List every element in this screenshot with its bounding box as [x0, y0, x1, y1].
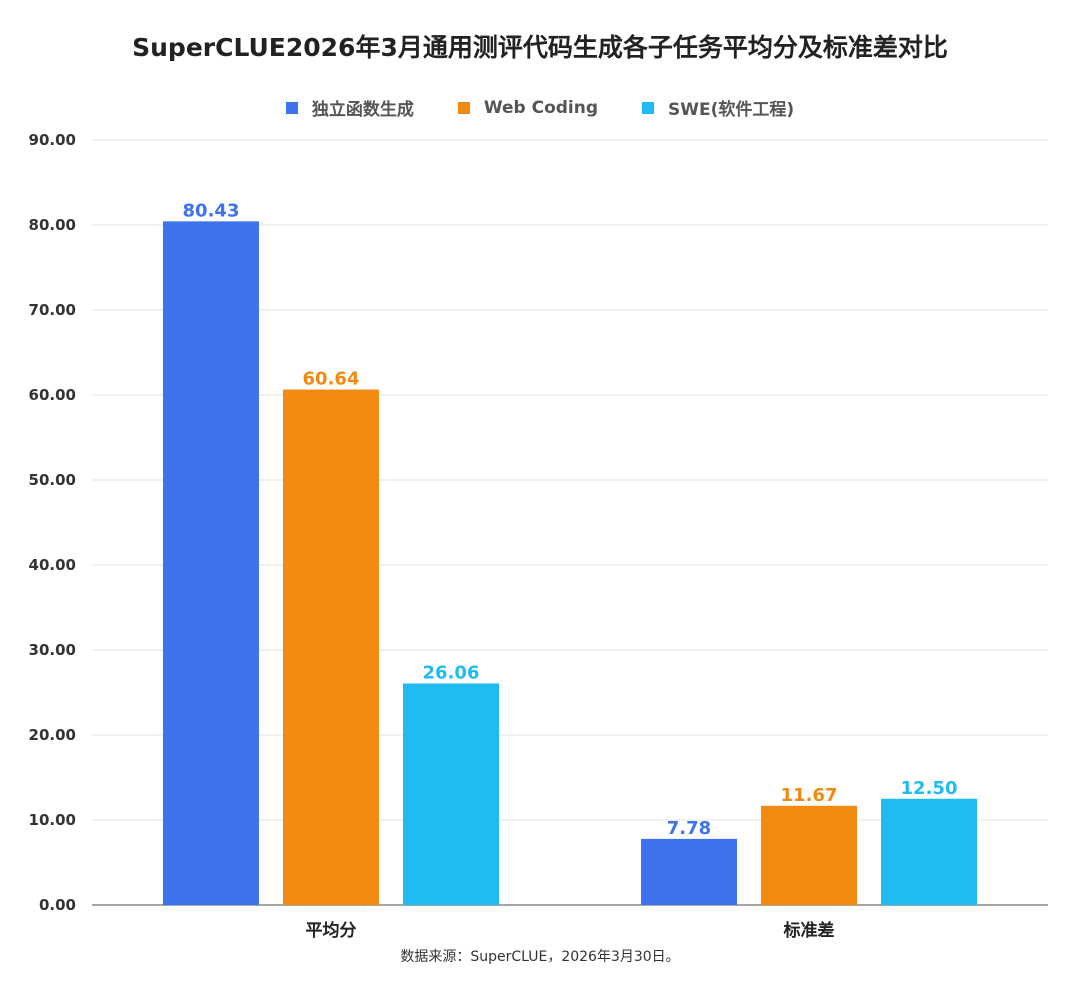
bar [761, 805, 857, 905]
y-tick-label: 60.00 [29, 386, 76, 404]
bar [283, 389, 379, 905]
legend-item-web-coding[interactable]: Web Coding [457, 95, 599, 120]
legend-swatch [642, 101, 655, 114]
legend-label: 独立函数生成 [311, 100, 414, 120]
y-tick-label: 30.00 [29, 641, 76, 659]
legend-swatch [285, 101, 298, 114]
data-label: 7.78 [667, 818, 711, 839]
source-note: 数据来源：SuperCLUE，2026年3月30日。 [400, 949, 680, 965]
legend-swatch [457, 101, 470, 114]
bar [641, 838, 737, 905]
y-tick-label: 20.00 [29, 726, 76, 744]
bar [403, 683, 499, 905]
legend: 独立函数生成 Web Coding SWE(软件工程) [0, 95, 1080, 120]
legend-label: SWE(软件工程) [668, 100, 795, 120]
y-tick-label: 10.00 [29, 811, 76, 829]
bar [881, 798, 977, 905]
legend-item-swe[interactable]: SWE(软件工程) [642, 95, 794, 120]
y-tick-label: 50.00 [29, 471, 76, 489]
y-tick-label: 40.00 [29, 556, 76, 574]
data-label: 26.06 [423, 662, 480, 683]
y-tick-label: 0.00 [39, 896, 76, 914]
y-tick-label: 70.00 [29, 301, 76, 319]
x-tick-label: 平均分 [306, 920, 357, 941]
chart-title: SuperCLUE2026年3月通用测评代码生成各子任务平均分及标准差对比 [132, 33, 948, 62]
data-label: 80.43 [183, 200, 240, 221]
data-label: 11.67 [781, 785, 838, 806]
legend-label: Web Coding [483, 97, 599, 118]
bar [163, 221, 259, 906]
y-tick-label: 90.00 [29, 131, 76, 149]
data-label: 12.50 [901, 778, 958, 799]
y-tick-label: 80.00 [29, 216, 76, 234]
x-tick-label: 标准差 [784, 920, 835, 941]
legend-item-independent-function[interactable]: 独立函数生成 [285, 95, 414, 120]
data-label: 60.64 [303, 369, 360, 390]
